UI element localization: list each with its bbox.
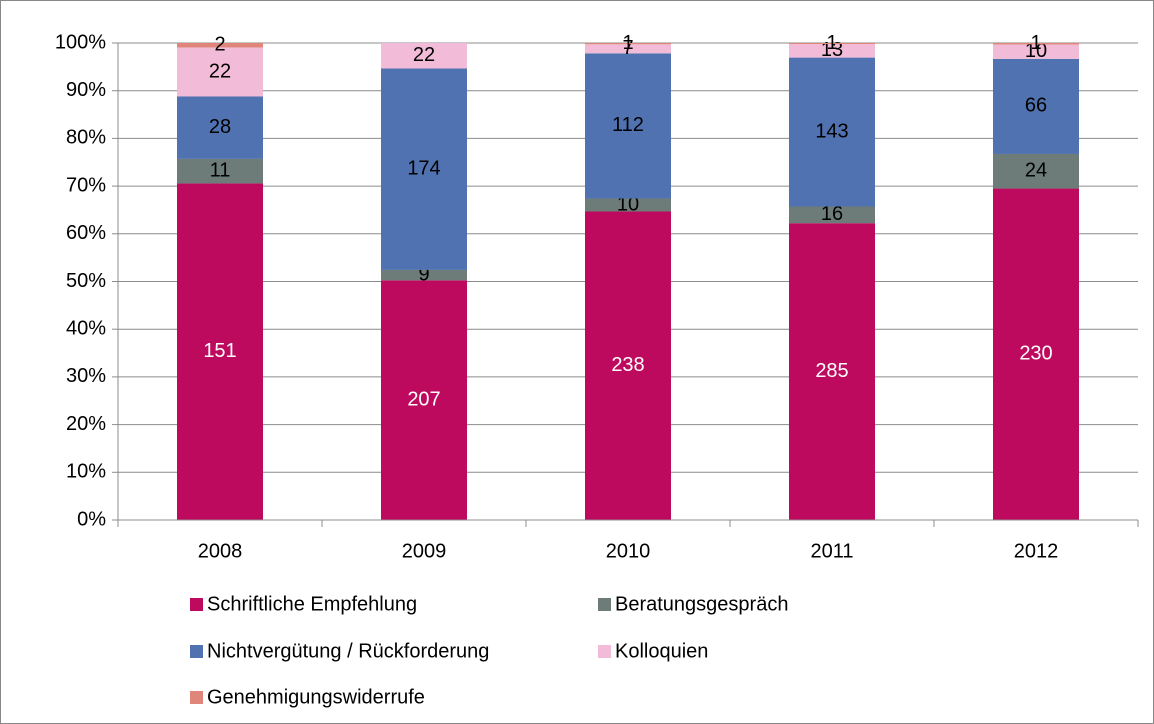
data-label: 1: [826, 32, 837, 54]
y-tick-label: 80%: [66, 127, 106, 149]
data-label: 13: [821, 39, 843, 61]
bar-segment: [993, 44, 1079, 59]
y-tick-label: 30%: [66, 365, 106, 387]
bar-segment: [585, 43, 671, 45]
y-tick-label: 50%: [66, 270, 106, 292]
y-tick-label: 100%: [55, 31, 106, 53]
data-label: 22: [413, 44, 435, 66]
x-tick-label: 2011: [810, 540, 853, 562]
data-label: 151: [203, 340, 236, 362]
bar-segment: [381, 280, 467, 520]
data-label: 230: [1019, 343, 1052, 365]
data-label: 174: [407, 157, 440, 179]
y-tick-label: 40%: [66, 317, 106, 339]
data-label: 1: [622, 32, 633, 54]
bar-segment: [789, 223, 875, 520]
legend-swatch: [190, 691, 203, 704]
bar-segment: [177, 96, 263, 159]
data-label: 16: [821, 203, 843, 225]
y-tick-label: 60%: [66, 222, 106, 244]
data-label: 1: [1030, 32, 1041, 54]
data-label: 112: [612, 114, 644, 136]
legend-swatch: [190, 598, 203, 611]
data-label: 24: [1025, 160, 1047, 182]
bar-segment: [993, 58, 1079, 154]
bar-segment: [789, 44, 875, 58]
bar-segment: [177, 47, 263, 97]
bar-segment: [789, 57, 875, 207]
legend-swatch: [598, 645, 611, 658]
legend-label: Beratungsgespräch: [615, 593, 788, 615]
bar-segment: [993, 43, 1079, 45]
legend-label: Kolloquien: [615, 640, 708, 662]
data-label: 11: [210, 159, 231, 181]
x-tick-label: 2010: [606, 540, 651, 562]
data-label: 7: [622, 37, 633, 59]
y-tick-label: 90%: [66, 79, 106, 101]
data-label: 143: [815, 120, 848, 142]
data-label: 285: [815, 360, 848, 382]
x-tick-label: 2008: [198, 540, 243, 562]
data-label: 10: [617, 193, 639, 215]
data-label: 28: [209, 116, 231, 138]
y-tick-label: 20%: [66, 413, 106, 435]
x-tick-label: 2009: [402, 540, 447, 562]
data-label: 10: [1025, 40, 1047, 62]
y-tick-label: 0%: [77, 508, 106, 530]
bar-segment: [789, 206, 875, 224]
legend-swatch: [598, 598, 611, 611]
bar-segment: [585, 198, 671, 212]
legend-label: Genehmigungswiderrufe: [207, 686, 425, 708]
bar-segment: [789, 43, 875, 45]
bar-segment: [585, 53, 671, 199]
data-label: 66: [1025, 95, 1047, 117]
legend-swatch: [190, 645, 203, 658]
bar-segment: [381, 269, 467, 281]
bar-segment: [381, 68, 467, 270]
legend-label: Schriftliche Empfehlung: [207, 593, 417, 615]
bar-segment: [381, 43, 467, 69]
bar-segment: [993, 188, 1079, 520]
data-label: 238: [611, 354, 644, 376]
y-tick-label: 70%: [66, 174, 106, 196]
data-label: 22: [209, 60, 231, 82]
bar-segment: [993, 153, 1079, 189]
legend-label: Nichtvergütung / Rückforderung: [207, 640, 489, 662]
bar-segment: [177, 43, 263, 48]
bar-segment: [177, 183, 263, 520]
data-label: 2: [214, 34, 225, 56]
bar-segment: [585, 44, 671, 54]
bar-segment: [585, 211, 671, 520]
x-tick-label: 2012: [1014, 540, 1059, 562]
bar-segment: [177, 158, 263, 184]
data-label: 9: [418, 263, 429, 285]
data-label: 207: [407, 388, 440, 410]
y-tick-label: 10%: [66, 461, 106, 483]
